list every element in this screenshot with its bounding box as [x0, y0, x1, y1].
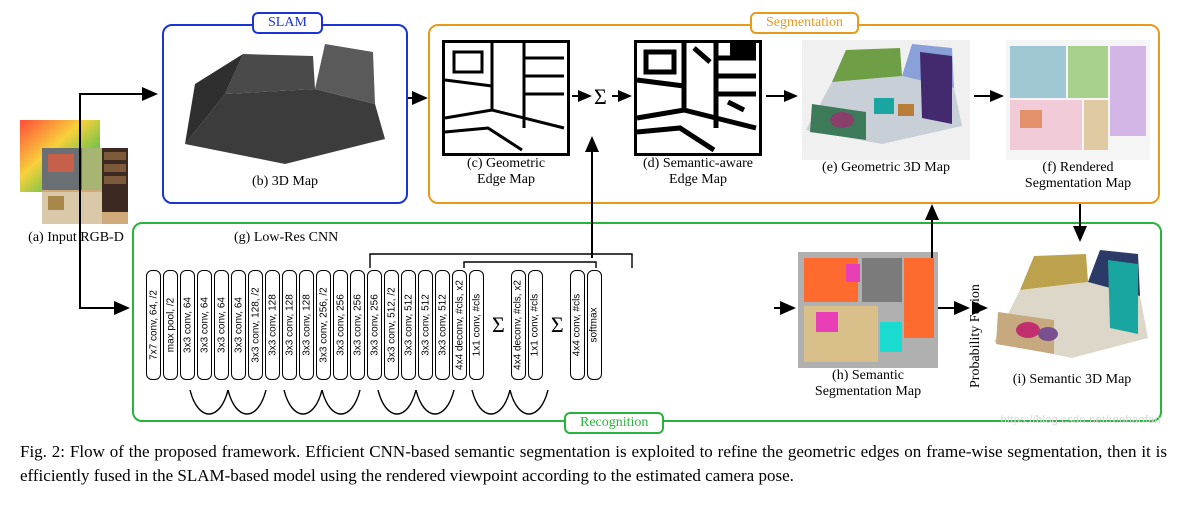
- watermark: https://blog.csdn.net/renhaofan: [1001, 414, 1161, 426]
- figure-caption: Fig. 2: Flow of the proposed framework. …: [20, 440, 1167, 488]
- figure-2: (a) Input RGB-D SLAM (b) 3D Map Segmenta…: [20, 8, 1167, 428]
- global-arrows: [20, 8, 1167, 428]
